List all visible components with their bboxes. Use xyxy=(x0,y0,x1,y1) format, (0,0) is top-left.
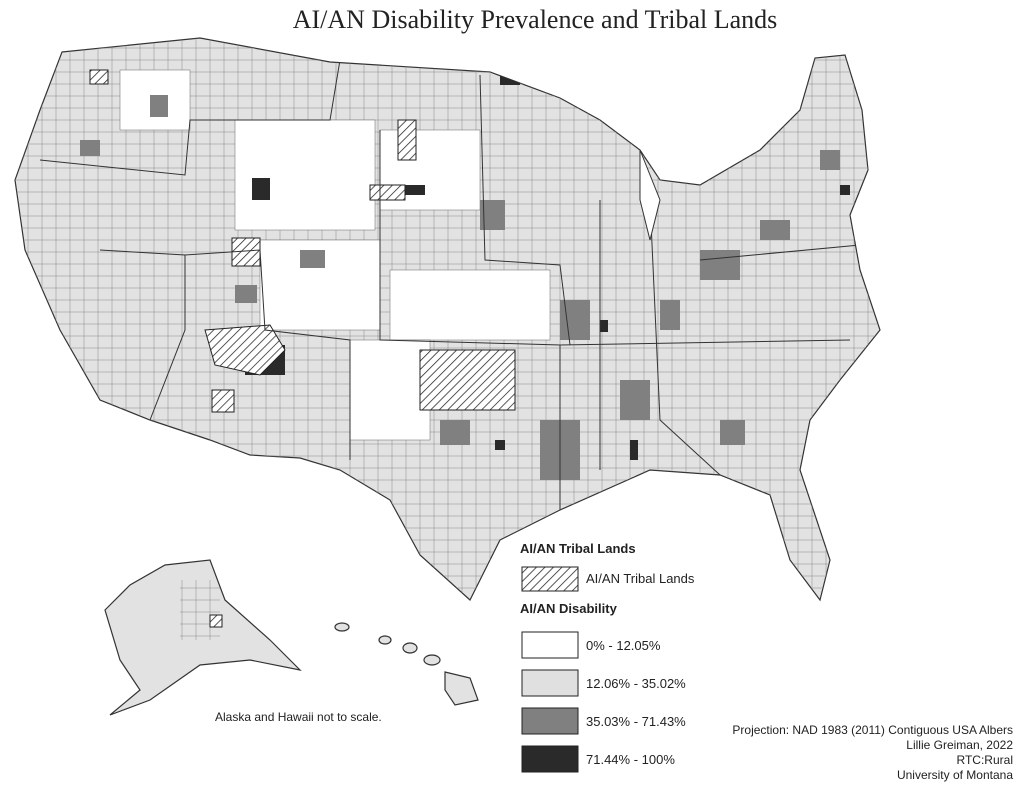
legend: AI/AN Tribal Lands AI/AN Tribal Lands AI… xyxy=(520,541,695,773)
legend-label: 12.06% - 35.02% xyxy=(586,676,686,691)
hawaii xyxy=(334,622,479,706)
legend-label: 35.03% - 71.43% xyxy=(586,714,686,729)
legend-label: 0% - 12.05% xyxy=(586,638,661,653)
credit-line: University of Montana xyxy=(897,768,1013,782)
legend-swatch xyxy=(521,745,579,773)
map-title: AI/AN Disability Prevalence and Tribal L… xyxy=(293,5,778,34)
legend-swatch xyxy=(521,669,579,697)
scale-note: Alaska and Hawaii not to scale. xyxy=(215,710,382,724)
legend-swatch xyxy=(521,631,579,659)
legend-label: AI/AN Tribal Lands xyxy=(586,571,695,586)
credit-line: Projection: NAD 1983 (2011) Contiguous U… xyxy=(732,723,1013,737)
contiguous-us xyxy=(14,37,881,602)
credits: Projection: NAD 1983 (2011) Contiguous U… xyxy=(732,723,1013,782)
legend-heading: AI/AN Disability xyxy=(520,601,618,616)
alaska xyxy=(104,559,302,716)
credit-line: RTC:Rural xyxy=(957,753,1013,767)
legend-swatch xyxy=(521,566,579,592)
legend-swatch xyxy=(521,707,579,735)
legend-label: 71.44% - 100% xyxy=(586,752,675,767)
legend-heading: AI/AN Tribal Lands xyxy=(520,541,636,556)
credit-line: Lillie Greiman, 2022 xyxy=(906,738,1013,752)
